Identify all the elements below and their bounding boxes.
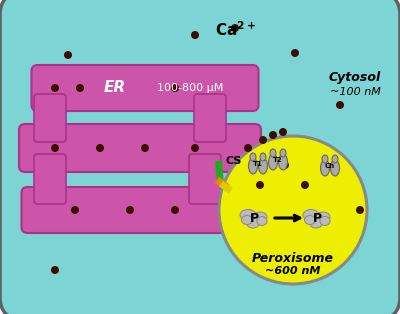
Ellipse shape: [304, 215, 316, 225]
Ellipse shape: [270, 149, 276, 157]
Text: ER: ER: [104, 80, 126, 95]
Ellipse shape: [260, 153, 266, 161]
Ellipse shape: [332, 155, 338, 163]
Ellipse shape: [320, 160, 330, 176]
Ellipse shape: [269, 131, 277, 139]
Ellipse shape: [258, 158, 268, 174]
Ellipse shape: [336, 101, 344, 109]
Text: 100-800 μM: 100-800 μM: [157, 83, 223, 93]
Text: CS: CS: [226, 156, 242, 166]
Text: ~100 nM: ~100 nM: [330, 87, 380, 97]
Bar: [215, 160, 224, 181]
Ellipse shape: [281, 161, 289, 169]
Ellipse shape: [330, 160, 340, 176]
Ellipse shape: [171, 84, 179, 92]
Bar: [215, 177, 230, 190]
Ellipse shape: [291, 49, 299, 57]
Bar: [219, 181, 233, 194]
Ellipse shape: [316, 212, 330, 222]
FancyBboxPatch shape: [34, 154, 66, 204]
FancyBboxPatch shape: [34, 94, 66, 142]
Ellipse shape: [246, 218, 260, 228]
Text: Ch: Ch: [325, 163, 335, 169]
Ellipse shape: [257, 216, 267, 225]
Ellipse shape: [280, 149, 286, 157]
FancyBboxPatch shape: [194, 94, 226, 142]
FancyBboxPatch shape: [32, 65, 258, 111]
Ellipse shape: [51, 84, 59, 92]
Ellipse shape: [126, 206, 134, 214]
Ellipse shape: [219, 136, 367, 284]
Ellipse shape: [171, 206, 179, 214]
Ellipse shape: [51, 144, 59, 152]
Ellipse shape: [320, 216, 330, 225]
Text: Peroxisome: Peroxisome: [252, 252, 334, 264]
Text: T1: T1: [253, 161, 263, 167]
Ellipse shape: [250, 153, 256, 161]
Ellipse shape: [51, 266, 59, 274]
Ellipse shape: [278, 154, 288, 170]
Ellipse shape: [64, 51, 72, 59]
Text: $\mathbf{Ca}^{\mathbf{2+}}$: $\mathbf{Ca}^{\mathbf{2+}}$: [215, 21, 256, 39]
Text: P: P: [250, 213, 258, 225]
Ellipse shape: [244, 144, 252, 152]
Ellipse shape: [356, 206, 364, 214]
Text: ~600 nM: ~600 nM: [265, 266, 321, 276]
Ellipse shape: [268, 154, 278, 170]
Ellipse shape: [248, 158, 258, 174]
FancyBboxPatch shape: [22, 187, 248, 233]
Ellipse shape: [322, 155, 328, 163]
Ellipse shape: [279, 128, 287, 136]
Text: T2: T2: [273, 157, 283, 163]
Ellipse shape: [259, 136, 267, 144]
Ellipse shape: [141, 144, 149, 152]
Ellipse shape: [96, 144, 104, 152]
Text: Cytosol: Cytosol: [329, 72, 381, 84]
Text: P: P: [312, 213, 322, 225]
Ellipse shape: [191, 31, 199, 39]
Ellipse shape: [240, 209, 256, 220]
FancyBboxPatch shape: [19, 124, 261, 172]
Ellipse shape: [242, 215, 252, 225]
Ellipse shape: [253, 212, 267, 222]
Ellipse shape: [71, 206, 79, 214]
Ellipse shape: [303, 209, 319, 220]
Ellipse shape: [310, 218, 322, 228]
Ellipse shape: [76, 84, 84, 92]
Ellipse shape: [231, 24, 239, 32]
FancyBboxPatch shape: [189, 154, 221, 204]
Ellipse shape: [256, 181, 264, 189]
Ellipse shape: [191, 144, 199, 152]
Ellipse shape: [301, 181, 309, 189]
